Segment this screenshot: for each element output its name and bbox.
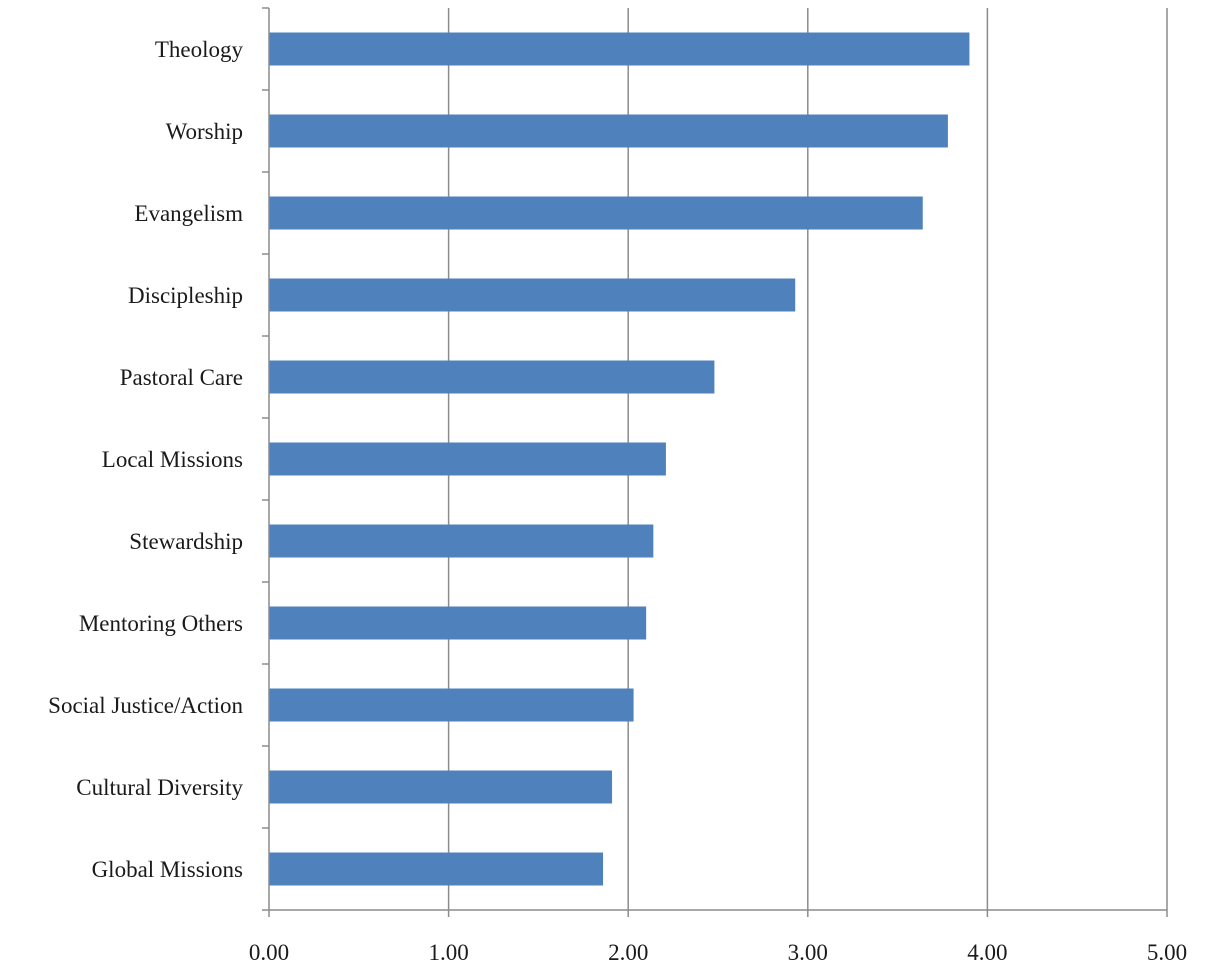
bar bbox=[269, 852, 604, 886]
x-tick-label: 4.00 bbox=[967, 940, 1007, 965]
bar bbox=[269, 688, 634, 722]
category-label: Mentoring Others bbox=[79, 611, 243, 636]
category-label: Worship bbox=[166, 119, 243, 144]
bar bbox=[269, 114, 948, 148]
x-tick-label: 3.00 bbox=[788, 940, 828, 965]
category-label: Global Missions bbox=[92, 857, 243, 882]
category-label: Social Justice/Action bbox=[48, 693, 243, 718]
x-tick-label: 1.00 bbox=[428, 940, 468, 965]
bar bbox=[269, 32, 970, 66]
bars bbox=[269, 32, 970, 886]
category-label: Discipleship bbox=[128, 283, 243, 308]
x-tick-label: 2.00 bbox=[608, 940, 648, 965]
bar bbox=[269, 606, 647, 640]
bar bbox=[269, 360, 715, 394]
x-tick-label: 5.00 bbox=[1147, 940, 1187, 965]
bar bbox=[269, 524, 654, 558]
category-label: Local Missions bbox=[102, 447, 243, 472]
labels: 0.00 1.00 2.00 3.00 4.00 5.00 Theology Worship E… bbox=[48, 37, 1187, 965]
category-label: Stewardship bbox=[129, 529, 243, 554]
bar bbox=[269, 196, 923, 230]
category-label: Pastoral Care bbox=[120, 365, 243, 390]
bar bbox=[269, 770, 613, 804]
axes bbox=[262, 7, 1168, 917]
category-label: Evangelism bbox=[134, 201, 243, 226]
bar bbox=[269, 442, 666, 476]
category-label: Cultural Diversity bbox=[76, 775, 243, 800]
gridlines bbox=[447, 8, 1168, 910]
x-tick-label: 0.00 bbox=[249, 940, 289, 965]
bar bbox=[269, 278, 796, 312]
category-label: Theology bbox=[155, 37, 244, 62]
